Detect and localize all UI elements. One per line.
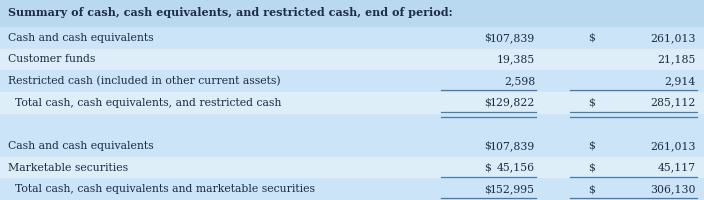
Text: $: $ [484, 163, 491, 173]
Text: 107,839: 107,839 [490, 141, 535, 151]
Text: $: $ [588, 184, 595, 194]
Text: Cash and cash equivalents: Cash and cash equivalents [8, 141, 154, 151]
Text: 261,013: 261,013 [650, 33, 696, 43]
Bar [0, 135, 704, 157]
Text: 45,117: 45,117 [658, 163, 696, 173]
Text: $: $ [484, 33, 491, 43]
Bar [0, 0, 704, 27]
Text: Marketable securities: Marketable securities [8, 163, 129, 173]
Text: Total cash, cash equivalents and marketable securities: Total cash, cash equivalents and marketa… [8, 184, 315, 194]
Bar [0, 49, 704, 70]
Text: Cash and cash equivalents: Cash and cash equivalents [8, 33, 154, 43]
Text: Total cash, cash equivalents, and restricted cash: Total cash, cash equivalents, and restri… [8, 98, 282, 108]
Text: 21,185: 21,185 [657, 54, 696, 64]
Text: 2,598: 2,598 [504, 76, 535, 86]
Bar [0, 92, 704, 114]
Bar [0, 27, 704, 49]
Text: Restricted cash (included in other current assets): Restricted cash (included in other curre… [8, 76, 281, 86]
Bar [0, 114, 704, 135]
Text: 261,013: 261,013 [650, 141, 696, 151]
Text: $: $ [484, 184, 491, 194]
Text: 285,112: 285,112 [650, 98, 696, 108]
Bar [0, 157, 704, 178]
Text: $: $ [484, 98, 491, 108]
Bar [0, 70, 704, 92]
Text: 19,385: 19,385 [497, 54, 535, 64]
Text: 306,130: 306,130 [650, 184, 696, 194]
Text: 129,822: 129,822 [490, 98, 535, 108]
Text: Summary of cash, cash equivalents, and restricted cash, end of period:: Summary of cash, cash equivalents, and r… [8, 7, 453, 18]
Text: $: $ [588, 163, 595, 173]
Text: $: $ [588, 141, 595, 151]
Text: 152,995: 152,995 [490, 184, 535, 194]
Text: $: $ [588, 98, 595, 108]
Bar [0, 178, 704, 200]
Text: $: $ [588, 33, 595, 43]
Text: 107,839: 107,839 [490, 33, 535, 43]
Text: 45,156: 45,156 [497, 163, 535, 173]
Text: 2,914: 2,914 [665, 76, 696, 86]
Text: $: $ [484, 141, 491, 151]
Text: Customer funds: Customer funds [8, 54, 96, 64]
